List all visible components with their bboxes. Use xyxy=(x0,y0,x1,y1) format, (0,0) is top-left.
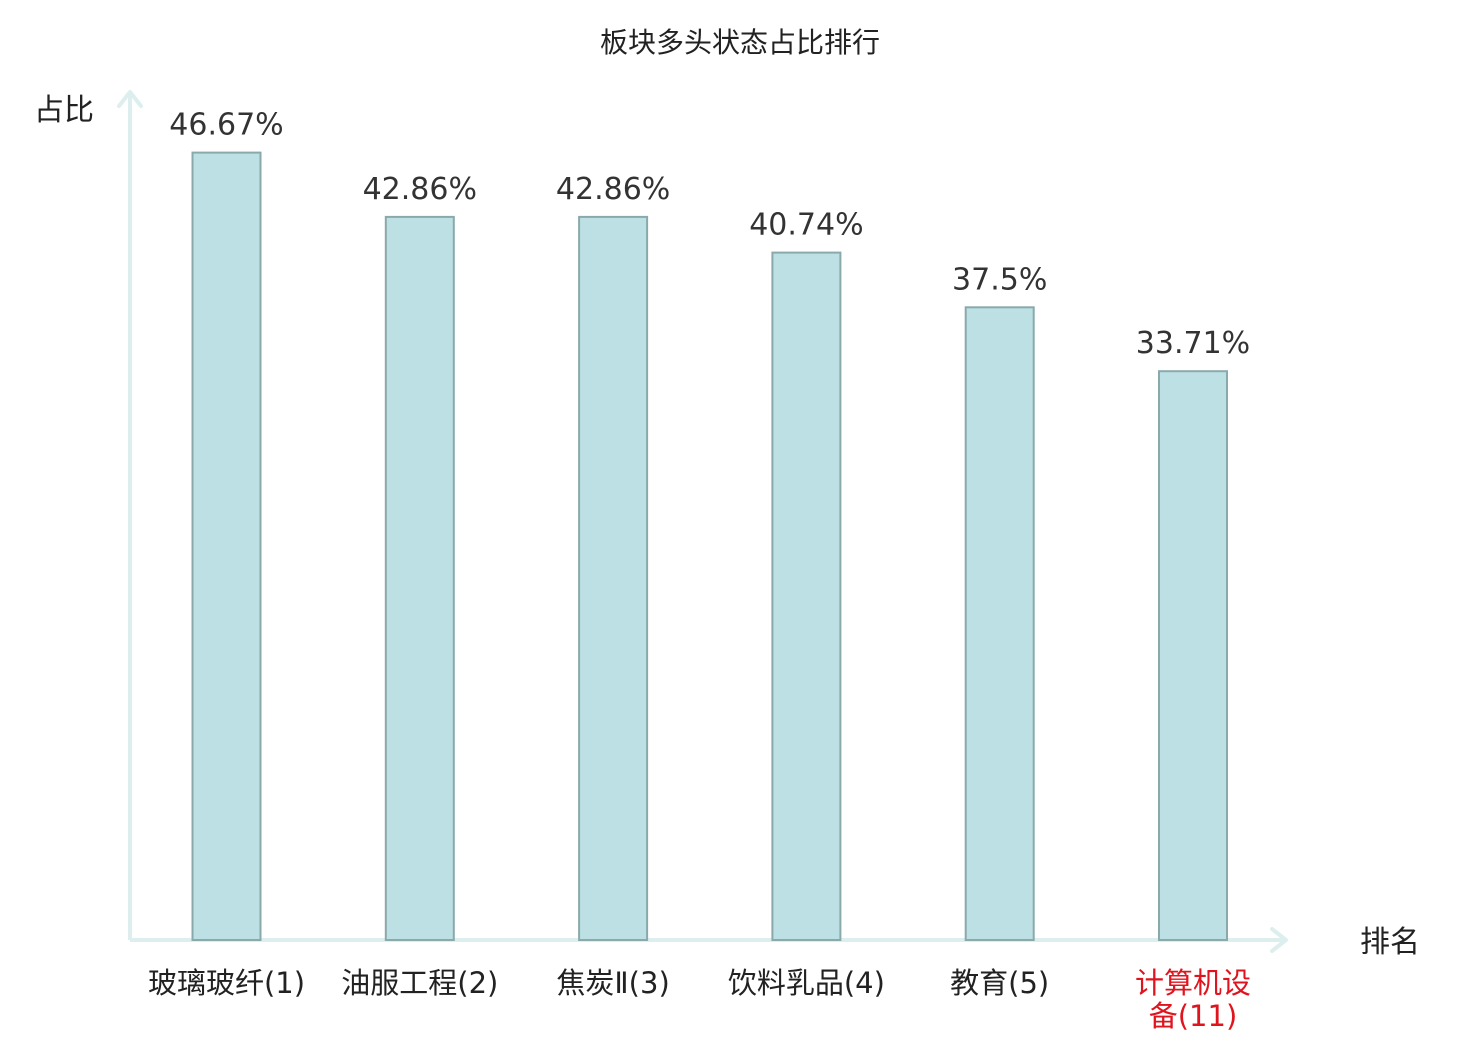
x-axis-label: 排名 xyxy=(1360,925,1420,960)
y-axis-arrow xyxy=(117,90,143,108)
bars-group xyxy=(191,151,1228,942)
value-labels-group: 46.67% 42.86% 42.86% 40.74% 37.5% 33.71% xyxy=(169,108,1250,362)
value-label: 40.74% xyxy=(749,208,863,243)
bar xyxy=(578,215,649,941)
x-tick-label: 油服工程(2) xyxy=(341,966,498,1000)
bar xyxy=(1158,370,1228,941)
x-tick-labels-group: 玻璃玻纤(1) 油服工程(2) 焦炭Ⅱ(3) 饮料乳品(4) 教育(5) 计算机设备(11… xyxy=(148,966,1251,1033)
x-tick-label: 计算机设 xyxy=(1135,966,1251,1000)
bar xyxy=(964,306,1035,941)
x-tick-label: 备(11) xyxy=(1149,999,1238,1033)
x-tick-label: 教育(5) xyxy=(950,966,1049,1000)
value-label: 42.86% xyxy=(363,172,477,207)
x-tick-label: 玻璃玻纤(1) xyxy=(148,966,305,1000)
x-axis-arrow xyxy=(1270,927,1288,953)
value-label: 33.71% xyxy=(1136,326,1250,361)
bar xyxy=(771,251,842,942)
value-label: 46.67% xyxy=(169,108,283,143)
x-tick-label: 焦炭Ⅱ(3) xyxy=(556,966,669,1000)
bar xyxy=(384,215,455,941)
y-axis xyxy=(117,90,143,940)
chart-title: 板块多头状态占比排行 xyxy=(600,26,880,59)
bar xyxy=(191,151,262,942)
x-tick-label: 饮料乳品(4) xyxy=(728,966,885,1000)
value-label: 37.5% xyxy=(952,262,1047,297)
x-axis xyxy=(130,927,1288,953)
y-axis-label: 占比 xyxy=(34,93,94,128)
value-label: 42.86% xyxy=(556,172,670,207)
